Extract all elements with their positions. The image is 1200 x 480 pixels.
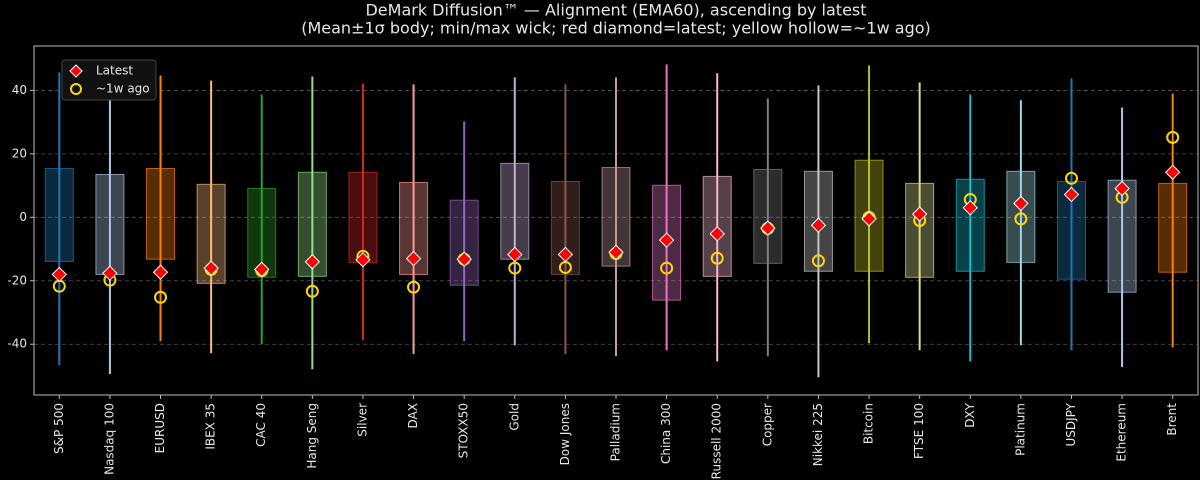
body	[44, 167, 74, 262]
x-tick-label: Bitcoin	[862, 403, 876, 444]
latest-marker	[203, 260, 219, 276]
body	[1107, 179, 1137, 293]
week-ago-marker	[710, 251, 724, 265]
latest-marker	[1114, 180, 1130, 197]
body	[601, 167, 631, 267]
body	[1158, 182, 1188, 273]
plot-frame	[33, 45, 1199, 396]
latest-marker	[102, 265, 118, 281]
latest-marker	[861, 211, 877, 227]
week-ago-marker	[154, 290, 168, 304]
x-tick-label: Nasdaq 100	[102, 403, 116, 475]
latest-marker	[355, 252, 371, 268]
body	[955, 178, 985, 272]
body	[905, 182, 935, 278]
latest-marker	[51, 266, 68, 283]
x-tick-label: FTSE 100	[912, 403, 926, 459]
x-tick-label: Russell 2000	[710, 403, 724, 479]
latest-marker	[456, 251, 472, 267]
latest-marker	[304, 254, 321, 270]
y-tick-label: 40	[12, 83, 27, 97]
x-tick-label: STOXX50	[457, 403, 471, 458]
latest-marker	[507, 246, 523, 263]
week-ago-marker	[1064, 171, 1078, 185]
chart-title: DeMark Diffusion™ — Alignment (EMA60), a…	[365, 1, 866, 20]
latest-marker	[1164, 164, 1181, 180]
legend: Latest ~1w ago	[61, 59, 157, 101]
x-tick-label: EURUSD	[153, 403, 167, 453]
y-tick-label: -40	[7, 337, 27, 351]
x-tick-label: CAC 40	[254, 403, 268, 447]
body	[348, 171, 378, 263]
week-ago-marker	[660, 261, 674, 275]
latest-marker	[152, 264, 169, 280]
latest-marker	[254, 261, 270, 278]
x-tick-label: Nikkei 225	[811, 403, 825, 466]
body	[95, 173, 125, 275]
latest-marker	[810, 217, 827, 233]
latest-marker	[760, 220, 776, 236]
latest-marker	[962, 200, 978, 216]
legend-swatch	[69, 64, 83, 78]
latest-marker	[911, 206, 928, 222]
legend-label: Latest	[96, 64, 133, 78]
latest-marker	[405, 250, 422, 267]
body	[146, 167, 176, 260]
x-tick-label: Copper	[760, 403, 774, 446]
x-tick-label: Palladium	[609, 403, 623, 461]
x-tick-label: Gold	[507, 403, 521, 431]
x-tick-label: China 300	[659, 403, 673, 464]
x-tick-label: Silver	[355, 403, 369, 437]
latest-marker	[1063, 186, 1080, 203]
x-tick-label: DAX	[406, 403, 420, 428]
latest-marker	[557, 246, 574, 263]
y-tick-label: -20	[7, 273, 27, 287]
y-tick-label: 0	[19, 210, 27, 224]
latest-marker	[608, 244, 624, 260]
x-tick-label: Platinum	[1013, 403, 1027, 456]
x-tick-label: Hang Seng	[305, 403, 319, 469]
x-tick-label: Brent	[1165, 403, 1179, 436]
x-tick-label: Ethereum	[1115, 403, 1129, 462]
week-ago-marker	[407, 280, 421, 294]
latest-marker	[709, 226, 725, 242]
latest-marker	[658, 232, 675, 248]
body	[500, 162, 530, 260]
week-ago-marker	[305, 284, 319, 298]
legend-swatch	[70, 83, 82, 95]
body	[1006, 170, 1036, 263]
week-ago-marker	[811, 254, 825, 268]
x-tick-label: IBEX 35	[204, 403, 218, 450]
body	[449, 199, 479, 286]
legend-box	[61, 59, 157, 101]
chart-subtitle: (Mean±1σ body; min/max wick; red diamond…	[301, 19, 931, 38]
week-ago-marker	[1166, 130, 1180, 144]
legend-label: ~1w ago	[96, 82, 150, 96]
x-tick-label: S&P 500	[52, 403, 66, 454]
x-tick-label: DXY	[963, 402, 977, 427]
y-tick-label: 20	[12, 146, 27, 160]
x-tick-label: USDJPY	[1064, 402, 1078, 446]
body	[753, 168, 783, 264]
week-ago-marker	[508, 261, 522, 275]
x-tick-label: Dow Jones	[558, 403, 572, 465]
week-ago-marker	[1014, 212, 1028, 226]
latest-marker	[1013, 195, 1029, 212]
